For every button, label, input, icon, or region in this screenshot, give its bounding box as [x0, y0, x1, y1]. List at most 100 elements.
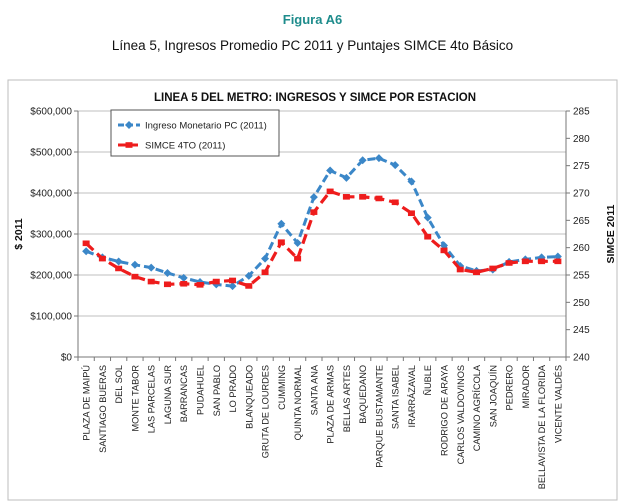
x-tick-labels: PLAZA DE MAIPÚ SANTIAGO BUERAS DEL SOL MONT…	[82, 364, 564, 489]
simce-point	[440, 247, 448, 254]
simce-point	[196, 282, 204, 288]
simce-point	[212, 278, 220, 285]
simce-point	[554, 258, 562, 265]
x-tick-label: GRUTA DE LOURDES	[261, 365, 271, 458]
y-tick-label-left: $600,000	[30, 107, 72, 118]
income-point	[179, 273, 188, 282]
axes: $0 $100,000 $200,000 $300,000 $400,000 $500,0…	[30, 107, 590, 364]
x-tick-label: DEL SOL	[114, 365, 124, 403]
legend-marker-simce	[125, 142, 133, 148]
simce-point	[261, 269, 269, 276]
income-point	[130, 260, 139, 269]
x-tick-label: SAN PABLO	[212, 365, 222, 416]
x-tick-label: ÑUBLE	[423, 365, 433, 396]
simce-point	[407, 210, 415, 217]
x-tick-label: SANTA ANA	[309, 364, 319, 415]
x-tick-label: CARLOS VALDOVINOS	[456, 365, 466, 464]
simce-point	[115, 265, 123, 272]
y-tick-label-right: 275	[573, 161, 590, 172]
income-point	[293, 239, 302, 248]
simce-point	[375, 195, 383, 202]
simce-point	[359, 194, 367, 200]
x-tick-label: CUMMING	[277, 365, 287, 410]
x-tick-label: QUINTA NORMAL	[293, 365, 303, 440]
simce-point	[277, 239, 285, 245]
x-tick-label: IRARRÁZAVAL	[407, 365, 417, 427]
income-point	[423, 213, 432, 222]
simce-point	[521, 258, 529, 265]
legend-marker-income	[125, 121, 133, 129]
income-point	[358, 156, 367, 165]
simce-point	[326, 188, 334, 195]
x-tick-label: LO PRADO	[228, 365, 238, 412]
y-tick-label-right: 270	[573, 189, 590, 200]
simce-point	[180, 280, 188, 287]
x-tick-label: LAGUNA SUR	[163, 365, 173, 425]
income-point	[114, 257, 123, 266]
y-tick-label-right: 280	[573, 134, 590, 145]
simce-point	[424, 233, 432, 240]
y-tick-label-right: 260	[573, 243, 590, 254]
income-point	[277, 219, 286, 228]
income-point	[147, 263, 156, 272]
y-tick-label-right: 285	[573, 107, 590, 118]
simce-point	[82, 240, 90, 247]
x-tick-label: PLAZA DE MAIPÚ	[82, 365, 92, 441]
income-point	[309, 193, 318, 202]
simce-point	[505, 260, 513, 266]
y-axis-right-label: SIMCE 2011	[605, 204, 617, 263]
simce-point	[229, 277, 237, 284]
legend: Ingreso Monetario PC (2011) SIMCE 4TO (20…	[110, 109, 280, 157]
x-tick-label: PLAZA DE ARMAS	[326, 365, 336, 444]
income-point	[391, 161, 400, 170]
income-point	[163, 268, 172, 277]
simce-point	[391, 199, 399, 206]
x-tick-label: PUDAHUEL	[196, 365, 206, 415]
y-tick-label-left: $400,000	[30, 189, 72, 200]
simce-point	[489, 265, 497, 272]
y-tick-label-left: $200,000	[30, 271, 72, 282]
simce-point	[98, 255, 106, 262]
x-tick-label: BLANQUEADO	[244, 365, 254, 429]
y-axis-left-label: $ 2011	[13, 218, 25, 250]
x-tick-label: MIRADOR	[521, 365, 531, 409]
x-tick-label: BELLAS ARTES	[342, 365, 352, 432]
simce-point	[342, 194, 350, 200]
x-tick-label: PARQUE BUSTAMANTE	[374, 365, 384, 468]
income-point	[228, 282, 237, 291]
x-tick-label: BAQUEDANO	[358, 365, 368, 424]
simce-point	[473, 269, 481, 276]
simce-point	[310, 209, 318, 215]
y-tick-label-left: $100,000	[30, 312, 72, 323]
legend-label-simce: SIMCE 4TO (2011)	[145, 141, 225, 152]
simce-point	[456, 266, 464, 273]
legend-box	[110, 109, 280, 157]
simce-point	[294, 255, 302, 262]
x-tick-label: BARRANCAS	[179, 365, 189, 422]
income-point	[326, 166, 335, 175]
series-layer	[82, 154, 562, 291]
income-point	[440, 241, 448, 250]
y-tick-label-right: 250	[573, 298, 590, 309]
simce-point	[538, 258, 546, 265]
figure-label: Figura A6	[282, 12, 343, 27]
y-tick-label-right: 240	[573, 353, 590, 364]
simce-point	[131, 273, 139, 280]
y-tick-label-left: $0	[61, 353, 73, 364]
simce-point	[245, 283, 253, 289]
y-tick-label-right: 255	[573, 271, 590, 282]
chart-title: LINEA 5 DEL METRO: INGRESOS Y SIMCE POR …	[154, 92, 476, 104]
x-tick-label: SANTA ISABEL	[391, 365, 401, 429]
legend-label-income: Ingreso Monetario PC (2011)	[145, 121, 267, 132]
x-tick-label: LAS PARCELAS	[147, 365, 157, 433]
simce-point	[163, 281, 171, 288]
y-tick-label-right: 265	[573, 216, 590, 227]
income-point	[342, 173, 351, 182]
x-tick-label: PEDRERO	[505, 365, 515, 410]
simce-point	[147, 278, 155, 285]
x-tick-label: BELLAVISTA DE LA FLORIDA	[537, 364, 547, 489]
x-tick-label: CAMINO AGRÍCOLA	[472, 364, 482, 451]
income-point	[261, 254, 270, 263]
x-tick-label: RODRIGO DE ARAYA	[440, 364, 450, 456]
